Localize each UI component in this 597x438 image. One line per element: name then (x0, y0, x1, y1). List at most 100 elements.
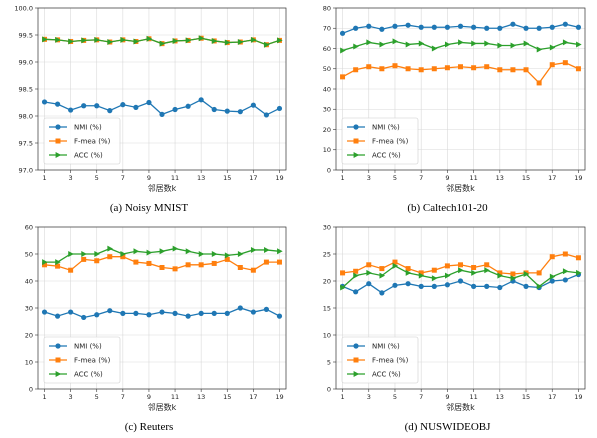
caption-nuswideobj: (d) NUSWIDEOBJ (404, 421, 491, 433)
y-tick-label: 60 (323, 45, 331, 53)
data-point-acc (523, 40, 530, 47)
data-point-fmea (55, 263, 61, 269)
y-tick-label: 97.0 (19, 166, 33, 174)
data-point-nmi (353, 25, 359, 31)
data-point-acc (146, 35, 153, 42)
y-tick-label: 99.0 (19, 58, 33, 66)
data-point-acc (536, 46, 543, 53)
data-point-nmi (536, 25, 542, 31)
data-point-fmea (405, 266, 411, 272)
data-point-fmea (536, 80, 542, 86)
data-point-acc (471, 40, 477, 47)
x-tick-label: 5 (393, 393, 397, 401)
data-point-fmea (510, 67, 516, 73)
data-point-acc (510, 42, 517, 49)
legend-marker-acc (55, 371, 62, 377)
data-point-nmi (146, 99, 152, 106)
x-tick-label: 1 (42, 393, 46, 401)
data-point-nmi (562, 277, 568, 283)
data-point-nmi (68, 107, 74, 113)
legend-label-fmea: F-mea (%) (372, 138, 409, 146)
y-tick-label: 30 (323, 106, 331, 114)
x-axis-label: 邻居数k (446, 183, 475, 193)
data-point-fmea (444, 263, 450, 269)
data-point-nmi (211, 106, 217, 113)
chart-reuters: 0 10 20 30 40 50 60 1 3 5 7 9 11 13 15 17 19 邻居数k NMI (%) F… (0, 219, 298, 438)
y-tick-label: 5 (327, 358, 331, 366)
y-tick-label: 98.5 (19, 85, 33, 93)
data-point-nmi (81, 103, 87, 109)
legend-box (341, 336, 419, 384)
data-point-fmea (562, 251, 568, 257)
data-point-fmea (353, 67, 359, 73)
data-point-nmi (575, 24, 582, 30)
series-nmi (41, 305, 283, 321)
legend-box (341, 117, 419, 165)
data-point-acc (198, 35, 205, 42)
data-point-acc (172, 245, 179, 252)
y-tick-label: 25 (323, 250, 331, 258)
chart-nuswideobj: 0 5 10 15 20 25 30 1 3 5 7 9 11 13 15 17 19 邻居数k NMI (%) F-… (298, 219, 597, 438)
data-point-nmi (471, 283, 477, 289)
legend-label-nmi: NMI (%) (74, 343, 102, 351)
data-point-fmea (471, 65, 477, 71)
data-point-nmi (94, 312, 100, 318)
y-tick-label: 80 (323, 4, 331, 12)
series-acc (42, 35, 283, 48)
data-point-fmea (431, 66, 437, 72)
chart-caltech101-20: 0 10 20 30 40 50 60 70 80 1 3 5 7 9 11 13 15 17 19 邻居数k NMI … (298, 0, 597, 219)
data-point-nmi (41, 309, 48, 315)
data-point-fmea (42, 262, 48, 268)
data-point-nmi (146, 312, 152, 318)
y-tick-label: 0 (327, 385, 331, 393)
data-point-acc (277, 248, 283, 255)
legend-marker-fmea (353, 138, 359, 144)
y-tick-label: 100.0 (14, 4, 33, 12)
series-fmea (340, 251, 581, 277)
data-point-acc (458, 267, 464, 274)
data-point-fmea (444, 65, 450, 71)
data-point-fmea (549, 62, 555, 68)
data-point-nmi (457, 278, 464, 284)
x-tick-label: 11 (171, 393, 179, 401)
data-point-nmi (457, 23, 464, 29)
data-point-acc (340, 47, 346, 54)
y-tick-label: 30 (323, 223, 331, 231)
data-point-fmea (418, 67, 424, 73)
data-point-fmea (159, 265, 165, 270)
data-point-acc (366, 39, 372, 46)
data-point-acc (418, 40, 425, 47)
legend-label-acc: ACC (%) (74, 152, 103, 160)
y-tick-label: 98.0 (19, 112, 33, 120)
y-tick-label: 0 (29, 385, 33, 393)
data-point-nmi (250, 309, 256, 315)
data-point-fmea (185, 262, 191, 268)
data-point-fmea (523, 67, 529, 73)
data-point-acc (277, 37, 283, 44)
data-point-acc (497, 42, 504, 49)
data-point-acc (107, 245, 113, 252)
x-tick-label: 17 (249, 174, 257, 182)
legend-label-nmi: NMI (%) (372, 124, 400, 132)
data-point-nmi (549, 278, 555, 284)
x-tick-label: 15 (522, 174, 530, 182)
data-point-fmea (497, 270, 503, 276)
series-nmi (339, 271, 582, 296)
x-tick-label: 7 (121, 393, 125, 401)
data-point-acc (237, 251, 244, 257)
data-point-acc (536, 283, 543, 290)
data-point-nmi (120, 310, 126, 316)
legend: NMI (%) F-mea (%) ACC (%) (341, 336, 419, 384)
data-point-fmea (81, 256, 87, 262)
grid (38, 7, 286, 171)
data-point-acc (562, 268, 569, 275)
x-tick-label: 17 (548, 393, 556, 401)
x-tick-label: 15 (223, 393, 231, 401)
data-point-nmi (224, 108, 230, 114)
y-tick-label: 20 (323, 277, 331, 285)
data-point-nmi (263, 112, 270, 118)
data-point-acc (94, 36, 100, 43)
data-point-acc (353, 272, 359, 279)
